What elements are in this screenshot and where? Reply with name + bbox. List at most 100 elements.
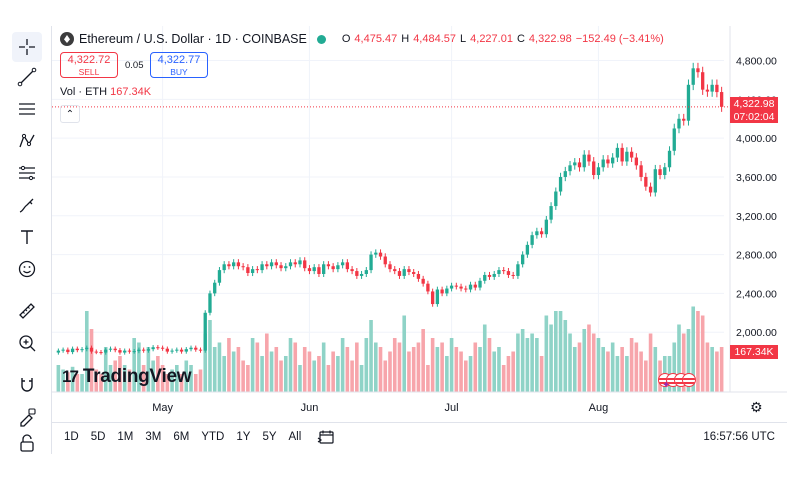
volume-bar	[146, 347, 151, 392]
volume-bar	[696, 311, 700, 392]
candle	[260, 264, 264, 271]
range-6m-button[interactable]: 6M	[173, 430, 190, 443]
range-3m-button[interactable]: 3M	[145, 430, 162, 443]
forecasting-icon[interactable]	[12, 158, 42, 188]
volume-bar	[193, 374, 198, 392]
open-label: O	[341, 33, 351, 45]
volume-bar	[369, 320, 373, 392]
candle	[113, 348, 117, 351]
crosshair-icon[interactable]	[12, 32, 42, 62]
volume-bar	[231, 351, 236, 392]
candle	[118, 350, 122, 353]
volume-bar	[610, 342, 615, 392]
volume-bar	[468, 356, 473, 392]
candle	[127, 350, 132, 352]
volume-bar	[175, 365, 179, 392]
candle	[345, 262, 350, 270]
volume-bar	[454, 347, 459, 392]
candle	[691, 68, 695, 85]
horizontal-lines-icon[interactable]	[12, 94, 42, 124]
clock-time[interactable]: 16:57:56 UTC	[703, 430, 775, 443]
volume-bar	[364, 338, 369, 392]
range-ytd-button[interactable]: YTD	[201, 430, 225, 443]
volume-bar	[625, 356, 629, 392]
candle	[525, 244, 530, 255]
volume-bar	[61, 369, 65, 392]
candle	[303, 260, 307, 269]
chart-area[interactable]: 2,000.00 2,400.00 2,800.00 3,200.00 3,600.00…	[52, 26, 787, 422]
volume-bar	[426, 365, 430, 392]
buy-button[interactable]: 4,322.77 BUY	[150, 52, 208, 78]
volume-legend[interactable]: Vol · ETH 167.34K	[60, 86, 151, 98]
range-5d-button[interactable]: 5D	[90, 430, 106, 443]
range-1y-button[interactable]: 1Y	[236, 430, 251, 443]
candle	[66, 349, 70, 353]
volume-bar	[473, 342, 478, 392]
candle	[75, 348, 79, 351]
candle	[99, 352, 103, 354]
magnet-icon[interactable]	[12, 370, 42, 400]
candle	[412, 272, 416, 274]
close-value: 4,322.98	[528, 33, 572, 45]
candle	[359, 273, 364, 276]
volume-bar	[572, 347, 577, 392]
pattern-icon[interactable]	[12, 126, 42, 156]
range-1m-button[interactable]: 1M	[117, 430, 134, 443]
chart-settings-icon[interactable]: ⚙	[750, 399, 763, 415]
volume-bar	[388, 351, 392, 392]
candle	[625, 151, 629, 162]
range-all-button[interactable]: All	[288, 430, 302, 443]
us-flag-icon[interactable]	[682, 373, 696, 387]
candle	[89, 347, 94, 352]
text-icon[interactable]	[12, 222, 42, 252]
volume-bar	[601, 347, 605, 392]
volume-bar	[269, 351, 274, 392]
candle	[686, 84, 691, 121]
candle	[265, 264, 269, 267]
emoji-icon[interactable]	[12, 254, 42, 284]
candle	[506, 271, 511, 275]
trend-line-icon[interactable]	[12, 62, 42, 92]
tradingview-logo[interactable]: 17 TradingView	[62, 366, 192, 388]
volume-tag: 167.34K	[730, 345, 778, 359]
volume-bar	[516, 333, 520, 392]
range-1d-button[interactable]: 1D	[64, 430, 79, 443]
y-tick-label: 2,800.00	[736, 250, 777, 262]
volume-bar	[198, 369, 203, 392]
candle	[293, 262, 297, 265]
collapse-legend-button[interactable]: ⌃	[60, 105, 80, 123]
volume-bar	[99, 374, 103, 392]
lock-icon[interactable]	[12, 432, 42, 454]
volume-bar	[222, 356, 226, 392]
volume-bar	[265, 333, 269, 392]
lock-drawing-icon[interactable]	[12, 402, 42, 432]
volume-bar	[568, 333, 572, 392]
sell-button[interactable]: 4,322.72 SELL	[60, 52, 118, 78]
candle	[530, 235, 534, 245]
candle	[558, 176, 563, 192]
volume-bar	[184, 360, 189, 392]
candle	[156, 347, 160, 349]
volume-bar	[293, 342, 298, 392]
close-label: C	[516, 33, 525, 45]
volume-bar	[715, 351, 719, 392]
volume-bar	[482, 324, 487, 392]
volume-bar	[241, 360, 245, 392]
volume-bar	[355, 342, 359, 392]
candle	[440, 289, 444, 294]
candle	[596, 167, 601, 176]
symbol-title[interactable]: Ethereum / U.S. Dollar · 1D · COINBASE	[79, 32, 307, 46]
candle	[554, 191, 558, 207]
volume-bar	[165, 374, 170, 392]
zoom-in-icon[interactable]	[12, 328, 42, 358]
candle	[217, 270, 222, 283]
brush-icon[interactable]	[12, 190, 42, 220]
candlestick-chart[interactable]: 2,000.00 2,400.00 2,800.00 3,200.00 3,600.00…	[52, 26, 787, 422]
volume-bar	[212, 347, 217, 392]
candle	[568, 165, 572, 172]
ruler-icon[interactable]	[12, 296, 42, 326]
economic-events[interactable]	[658, 373, 696, 387]
range-5y-button[interactable]: 5Y	[262, 430, 277, 443]
date-range-button[interactable]	[317, 429, 335, 445]
candle	[667, 150, 672, 168]
